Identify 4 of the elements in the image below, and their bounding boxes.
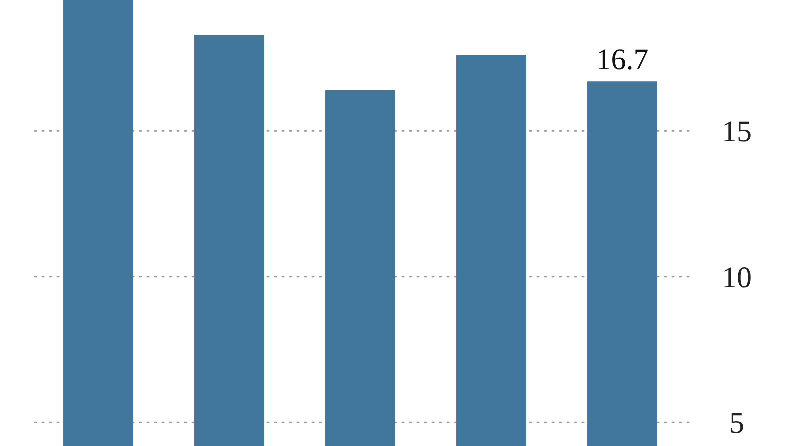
y-tick-label: 5 bbox=[730, 407, 744, 440]
y-tick-label: 15 bbox=[722, 116, 752, 149]
data-label: 16.7 bbox=[596, 44, 649, 77]
y-tick-label: 10 bbox=[722, 261, 752, 294]
